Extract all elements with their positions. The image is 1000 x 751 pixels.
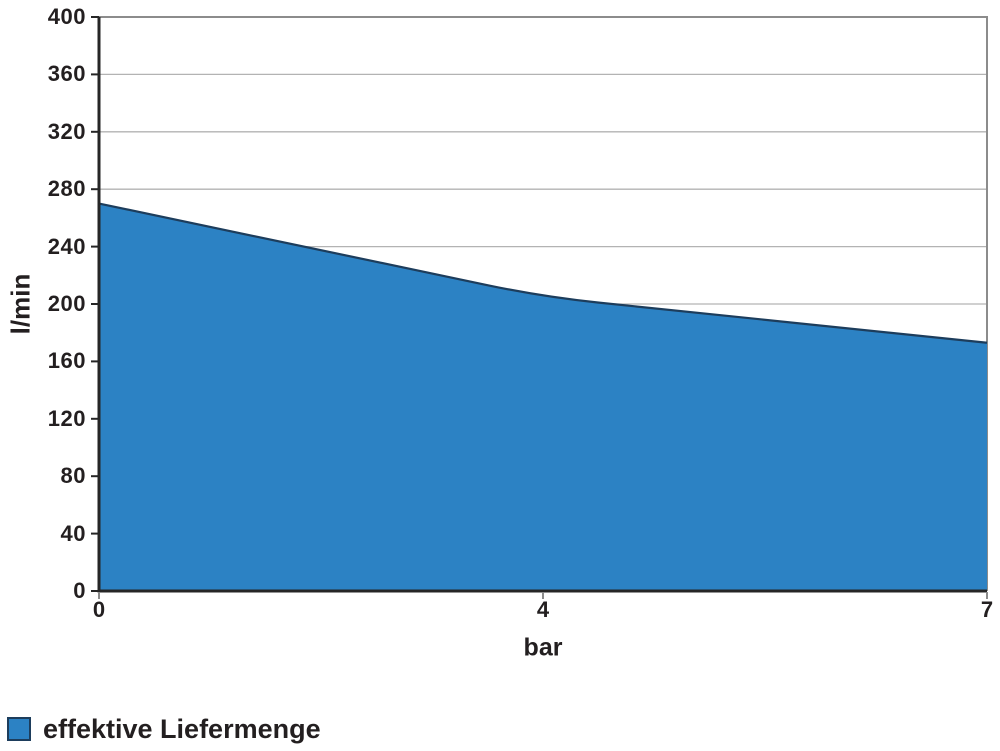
y-tick-label: 160 [47, 348, 86, 374]
plot-svg [91, 16, 988, 599]
x-tick-label: 7 [980, 597, 994, 622]
area-outline [98, 202, 988, 344]
y-tick-label: 360 [47, 61, 86, 87]
area-fill [99, 203, 987, 592]
y-tick-label: 280 [47, 176, 86, 202]
x-axis-title: bar [523, 633, 563, 662]
y-axis-title: l/min [5, 273, 36, 335]
legend-label: effektive Liefermenge [43, 714, 321, 744]
x-tick-label: 4 [536, 597, 550, 622]
y-tick-label: 320 [47, 118, 86, 144]
y-tick-label: 240 [47, 233, 86, 259]
y-tick-label: 200 [47, 291, 86, 316]
y-tick-label: 40 [60, 520, 86, 546]
x-tick-label: 0 [92, 597, 106, 622]
legend-swatch-icon [7, 717, 31, 741]
y-tick-label: 120 [47, 405, 86, 431]
y-tick-label: 0 [73, 578, 86, 603]
y-tick-label: 400 [47, 4, 86, 29]
legend: effektive Liefermenge [7, 714, 321, 744]
y-tick-label: 80 [60, 463, 86, 489]
